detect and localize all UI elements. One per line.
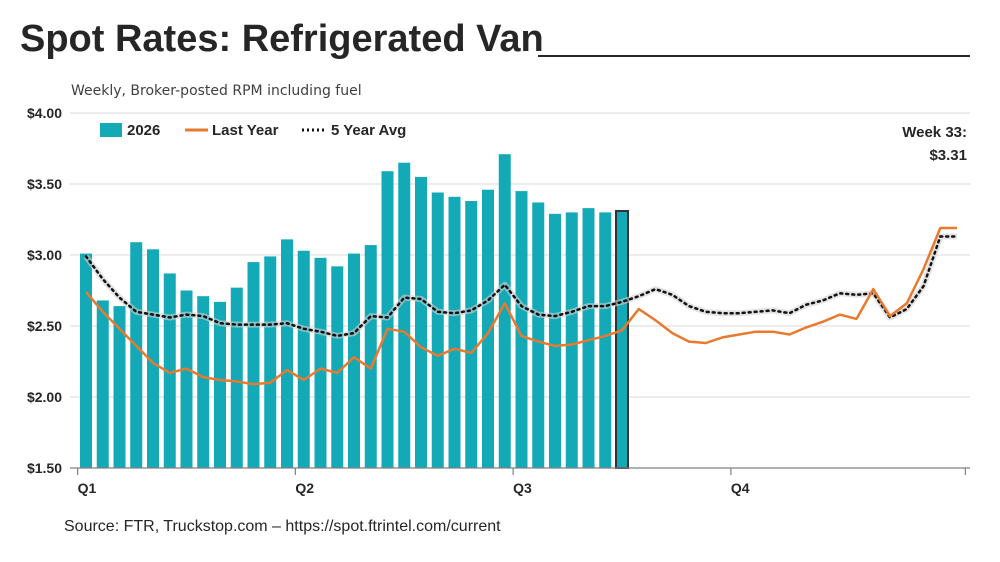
callout-line-1: Week 33: [902,124,967,141]
bar [482,189,494,468]
legend-swatch-2026 [100,123,122,137]
bar [314,257,327,468]
bar [515,191,528,468]
x-tick-label: Q3 [513,480,532,496]
bar [96,300,109,468]
bar [180,290,193,468]
y-tick-label: $2.00 [27,389,62,405]
y-tick-label: $3.50 [27,176,62,192]
bar [448,196,461,468]
bar [565,212,578,468]
chart-title: Spot Rates: Refrigerated Van [20,18,544,60]
bar [130,242,143,468]
last-year-series [85,226,957,386]
y-tick-label: $2.50 [27,318,62,334]
bar [113,306,126,468]
legend: 2026 Last Year 5 Year Avg [100,122,406,139]
title-underline [538,55,970,57]
y-tick-label: $3.00 [27,247,62,263]
bar [532,202,545,468]
bars-2026 [80,154,629,469]
callout-line-2: $3.31 [929,147,967,164]
bar [247,262,260,468]
bar [264,256,277,468]
bar [549,213,561,468]
five-year-avg-line [84,235,959,338]
bar [147,249,159,468]
bar [197,296,210,468]
last-year-line [85,226,957,386]
bar [415,176,427,468]
y-tick-label: $1.50 [27,460,62,476]
legend-label-five-year-avg: 5 Year Avg [331,122,406,139]
bar [364,245,377,468]
chart-subtitle: Weekly, Broker-posted RPM including fuel [71,83,362,99]
bar [331,266,344,468]
bar [582,208,595,468]
legend-label-last-year: Last Year [212,122,279,139]
bar [163,273,176,468]
bar [348,253,360,468]
five-year-avg-series [83,233,959,339]
bar [281,239,293,468]
bar [80,253,92,468]
bar [465,201,478,469]
axes: $4.00 $3.50 $3.00 $2.50 $2.00 $1.50 Q1 Q2 Q3 Q4 [27,105,970,496]
bar [431,192,444,468]
y-tick-label: $4.00 [27,105,62,121]
x-tick-label: Q4 [731,480,750,496]
bar [214,301,226,468]
bar [599,212,612,468]
x-tick-label: Q1 [78,480,97,496]
bar [398,162,411,468]
bar [498,154,511,468]
x-tick-label: Q2 [295,480,314,496]
bar [297,250,310,468]
legend-label-2026: 2026 [127,122,160,139]
bar-current-week [615,209,629,469]
source-note: Source: FTR, Truckstop.com – https://spo… [64,518,501,535]
bar [230,287,243,468]
